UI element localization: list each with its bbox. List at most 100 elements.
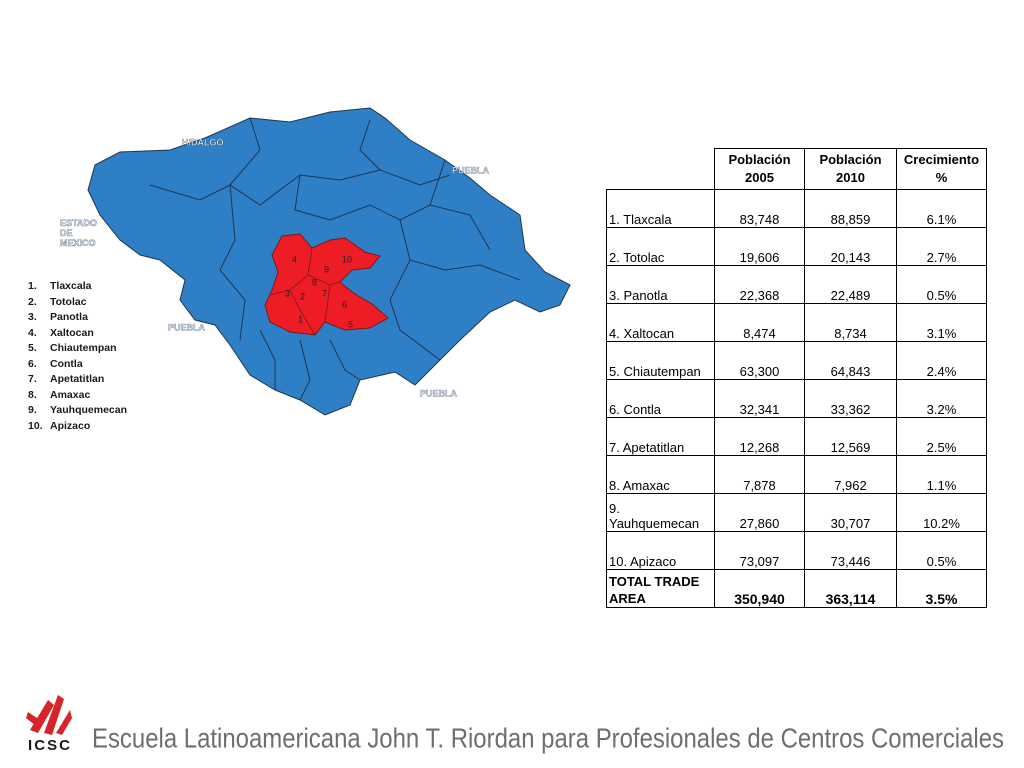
name-cell: 10. Apizaco bbox=[606, 531, 715, 570]
value-cell: 64,843 bbox=[804, 341, 897, 380]
name-cell: 2. Totolac bbox=[606, 227, 715, 266]
value-cell: 6.1% bbox=[896, 189, 987, 228]
legend-name: Yauhquemecan bbox=[50, 404, 128, 416]
value-cell: 3.2% bbox=[896, 379, 987, 418]
table-row: 8. Amaxac 7,878 7,962 1.1% bbox=[606, 455, 987, 494]
table-row: 6. Contla 32,341 33,362 3.2% bbox=[606, 379, 987, 418]
value-cell: 3.1% bbox=[896, 303, 987, 342]
legend-item: 1. Tlaxcala bbox=[28, 279, 127, 295]
region-label: PUEBLA bbox=[168, 322, 206, 332]
map-number: 8 bbox=[312, 277, 317, 287]
legend-number: 3. bbox=[28, 311, 37, 323]
legend-name: Xaltocan bbox=[50, 326, 94, 339]
legend-name: Totolac bbox=[50, 295, 87, 308]
value-cell: 12,569 bbox=[804, 417, 897, 456]
name-cell: 3. Panotla bbox=[606, 265, 715, 304]
header-cell bbox=[606, 148, 715, 190]
value-cell: 20,143 bbox=[804, 227, 897, 266]
population-table: Población 2005 Población 2010 Crecimiento … bbox=[606, 148, 987, 608]
legend-name: Contla bbox=[50, 357, 83, 370]
total-name: TOTAL TRADE AREA bbox=[606, 569, 715, 608]
legend-number: 9. bbox=[28, 404, 37, 416]
total-value: 3.5% bbox=[896, 569, 987, 608]
legend-item: 10. Apizaco bbox=[28, 419, 127, 435]
table-row: 4. Xaltocan 8,474 8,734 3.1% bbox=[606, 303, 987, 342]
legend-item: 3. Panotla bbox=[28, 310, 127, 326]
table-row: 10. Apizaco 73,097 73,446 0.5% bbox=[606, 531, 987, 570]
map-number: 4 bbox=[292, 254, 297, 264]
value-cell: 0.5% bbox=[896, 531, 987, 570]
table-row: 1. Tlaxcala 83,748 88,859 6.1% bbox=[606, 189, 987, 228]
name-cell: 5. Chiautempan bbox=[606, 341, 715, 380]
legend-item: 5. Chiautempan bbox=[28, 341, 127, 357]
borders bbox=[149, 117, 521, 401]
legend-name: Amaxac bbox=[50, 388, 91, 401]
legend-number: 10. bbox=[28, 419, 43, 432]
map-number: 6 bbox=[342, 299, 347, 309]
value-cell: 8,474 bbox=[714, 303, 805, 342]
legend-number: 7. bbox=[28, 373, 37, 385]
value-cell: 2.4% bbox=[896, 341, 987, 380]
legend: 1. Tlaxcala 2. Totolac 3. Panotla 4. Xaltocan 5.… bbox=[28, 279, 127, 434]
value-cell: 2.7% bbox=[896, 227, 987, 266]
value-cell: 10.2% bbox=[896, 493, 987, 532]
table-row: 3. Panotla 22,368 22,489 0.5% bbox=[606, 265, 987, 304]
value-cell: 27,860 bbox=[714, 493, 805, 532]
table-row: 2. Totolac 19,606 20,143 2.7% bbox=[606, 227, 987, 266]
legend-item: 7. Apetatitlan bbox=[28, 372, 127, 388]
legend-item: 2. Totolac bbox=[28, 295, 127, 311]
region-label: PUEBLA bbox=[420, 388, 458, 398]
value-cell: 22,489 bbox=[804, 265, 897, 304]
value-cell: 88,859 bbox=[804, 189, 897, 228]
region-label: ESTADO DE MEXICO bbox=[60, 218, 97, 248]
name-cell: 9. Yauhquemecan bbox=[606, 493, 715, 532]
table-row: 7. Apetatitlan 12,268 12,569 2.5% bbox=[606, 417, 987, 456]
total-value: 363,114 bbox=[804, 569, 897, 608]
map-number: 5 bbox=[348, 319, 353, 329]
trade-area bbox=[264, 233, 389, 336]
value-cell: 73,097 bbox=[714, 531, 805, 570]
value-cell: 83,748 bbox=[714, 189, 805, 228]
value-cell: 22,368 bbox=[714, 265, 805, 304]
map-number: 9 bbox=[324, 264, 329, 274]
name-cell: 8. Amaxac bbox=[606, 455, 715, 494]
legend-number: 4. bbox=[28, 326, 37, 339]
value-cell: 32,341 bbox=[714, 379, 805, 418]
value-cell: 1.1% bbox=[896, 455, 987, 494]
map-number: 10 bbox=[342, 254, 352, 264]
legend-number: 6. bbox=[28, 357, 37, 370]
value-cell: 8,734 bbox=[804, 303, 897, 342]
value-cell: 0.5% bbox=[896, 265, 987, 304]
value-cell: 30,707 bbox=[804, 493, 897, 532]
name-cell: 1. Tlaxcala bbox=[606, 189, 715, 228]
legend-number: 2. bbox=[28, 295, 37, 308]
legend-item: 4. Xaltocan bbox=[28, 326, 127, 342]
value-cell: 63,300 bbox=[714, 341, 805, 380]
value-cell: 7,878 bbox=[714, 455, 805, 494]
legend-number: 8. bbox=[28, 388, 37, 401]
header-cell: Crecimiento % bbox=[896, 148, 987, 190]
legend-item: 9. Yauhquemecan bbox=[28, 403, 127, 419]
map-number: 7 bbox=[322, 288, 327, 298]
header-cell: Población 2010 bbox=[804, 148, 897, 190]
map-number: 1 bbox=[298, 314, 303, 324]
value-cell: 7,962 bbox=[804, 455, 897, 494]
map-number: 2 bbox=[300, 291, 305, 301]
legend-number: 1. bbox=[28, 280, 37, 292]
name-cell: 6. Contla bbox=[606, 379, 715, 418]
legend-name: Apetatitlan bbox=[50, 373, 105, 385]
total-row: TOTAL TRADE AREA 350,940 363,114 3.5% bbox=[606, 569, 987, 608]
region-label: PUEBLA bbox=[452, 165, 490, 175]
value-cell: 73,446 bbox=[804, 531, 897, 570]
legend-number: 5. bbox=[28, 342, 37, 354]
legend-name: Panotla bbox=[50, 311, 88, 323]
header-cell: Población 2005 bbox=[714, 148, 805, 190]
total-value: 350,940 bbox=[714, 569, 805, 608]
trade-borders bbox=[269, 247, 341, 336]
value-cell: 2.5% bbox=[896, 417, 987, 456]
region-label: HIDALGO bbox=[182, 137, 224, 147]
legend-name: Apizaco bbox=[50, 419, 91, 432]
legend-item: 8. Amaxac bbox=[28, 388, 127, 404]
table-row: 9. Yauhquemecan 27,860 30,707 10.2% bbox=[606, 493, 987, 532]
